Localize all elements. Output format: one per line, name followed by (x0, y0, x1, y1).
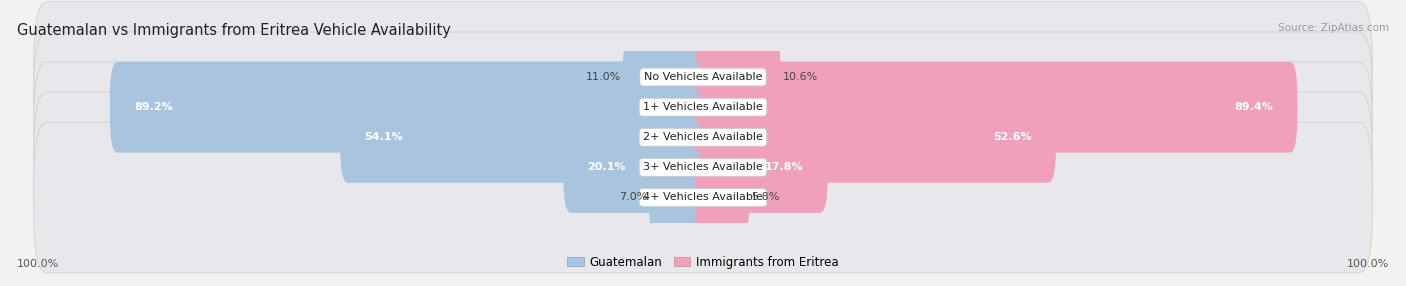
Text: 89.4%: 89.4% (1234, 102, 1274, 112)
Text: 7.0%: 7.0% (619, 192, 647, 202)
Text: 11.0%: 11.0% (586, 72, 621, 82)
Text: 20.1%: 20.1% (588, 162, 626, 172)
Text: 52.6%: 52.6% (993, 132, 1032, 142)
Text: Source: ZipAtlas.com: Source: ZipAtlas.com (1278, 23, 1389, 33)
Text: Guatemalan vs Immigrants from Eritrea Vehicle Availability: Guatemalan vs Immigrants from Eritrea Ve… (17, 23, 451, 38)
FancyBboxPatch shape (34, 32, 1372, 182)
FancyBboxPatch shape (564, 122, 711, 213)
Text: 100.0%: 100.0% (17, 259, 59, 269)
Text: No Vehicles Available: No Vehicles Available (644, 72, 762, 82)
Legend: Guatemalan, Immigrants from Eritrea: Guatemalan, Immigrants from Eritrea (564, 252, 842, 272)
Text: 54.1%: 54.1% (364, 132, 404, 142)
FancyBboxPatch shape (695, 122, 828, 213)
FancyBboxPatch shape (34, 122, 1372, 273)
FancyBboxPatch shape (110, 62, 711, 153)
FancyBboxPatch shape (340, 92, 711, 183)
FancyBboxPatch shape (34, 62, 1372, 212)
FancyBboxPatch shape (650, 152, 711, 243)
FancyBboxPatch shape (695, 152, 749, 243)
FancyBboxPatch shape (695, 32, 780, 122)
Text: 3+ Vehicles Available: 3+ Vehicles Available (643, 162, 763, 172)
Text: 10.6%: 10.6% (782, 72, 818, 82)
Text: 17.8%: 17.8% (765, 162, 803, 172)
FancyBboxPatch shape (695, 62, 1298, 153)
Text: 5.8%: 5.8% (751, 192, 779, 202)
Text: 1+ Vehicles Available: 1+ Vehicles Available (643, 102, 763, 112)
Text: 100.0%: 100.0% (1347, 259, 1389, 269)
Text: 89.2%: 89.2% (134, 102, 173, 112)
FancyBboxPatch shape (695, 92, 1056, 183)
FancyBboxPatch shape (34, 92, 1372, 243)
Text: 2+ Vehicles Available: 2+ Vehicles Available (643, 132, 763, 142)
FancyBboxPatch shape (623, 32, 711, 122)
FancyBboxPatch shape (34, 2, 1372, 152)
Text: 4+ Vehicles Available: 4+ Vehicles Available (643, 192, 763, 202)
